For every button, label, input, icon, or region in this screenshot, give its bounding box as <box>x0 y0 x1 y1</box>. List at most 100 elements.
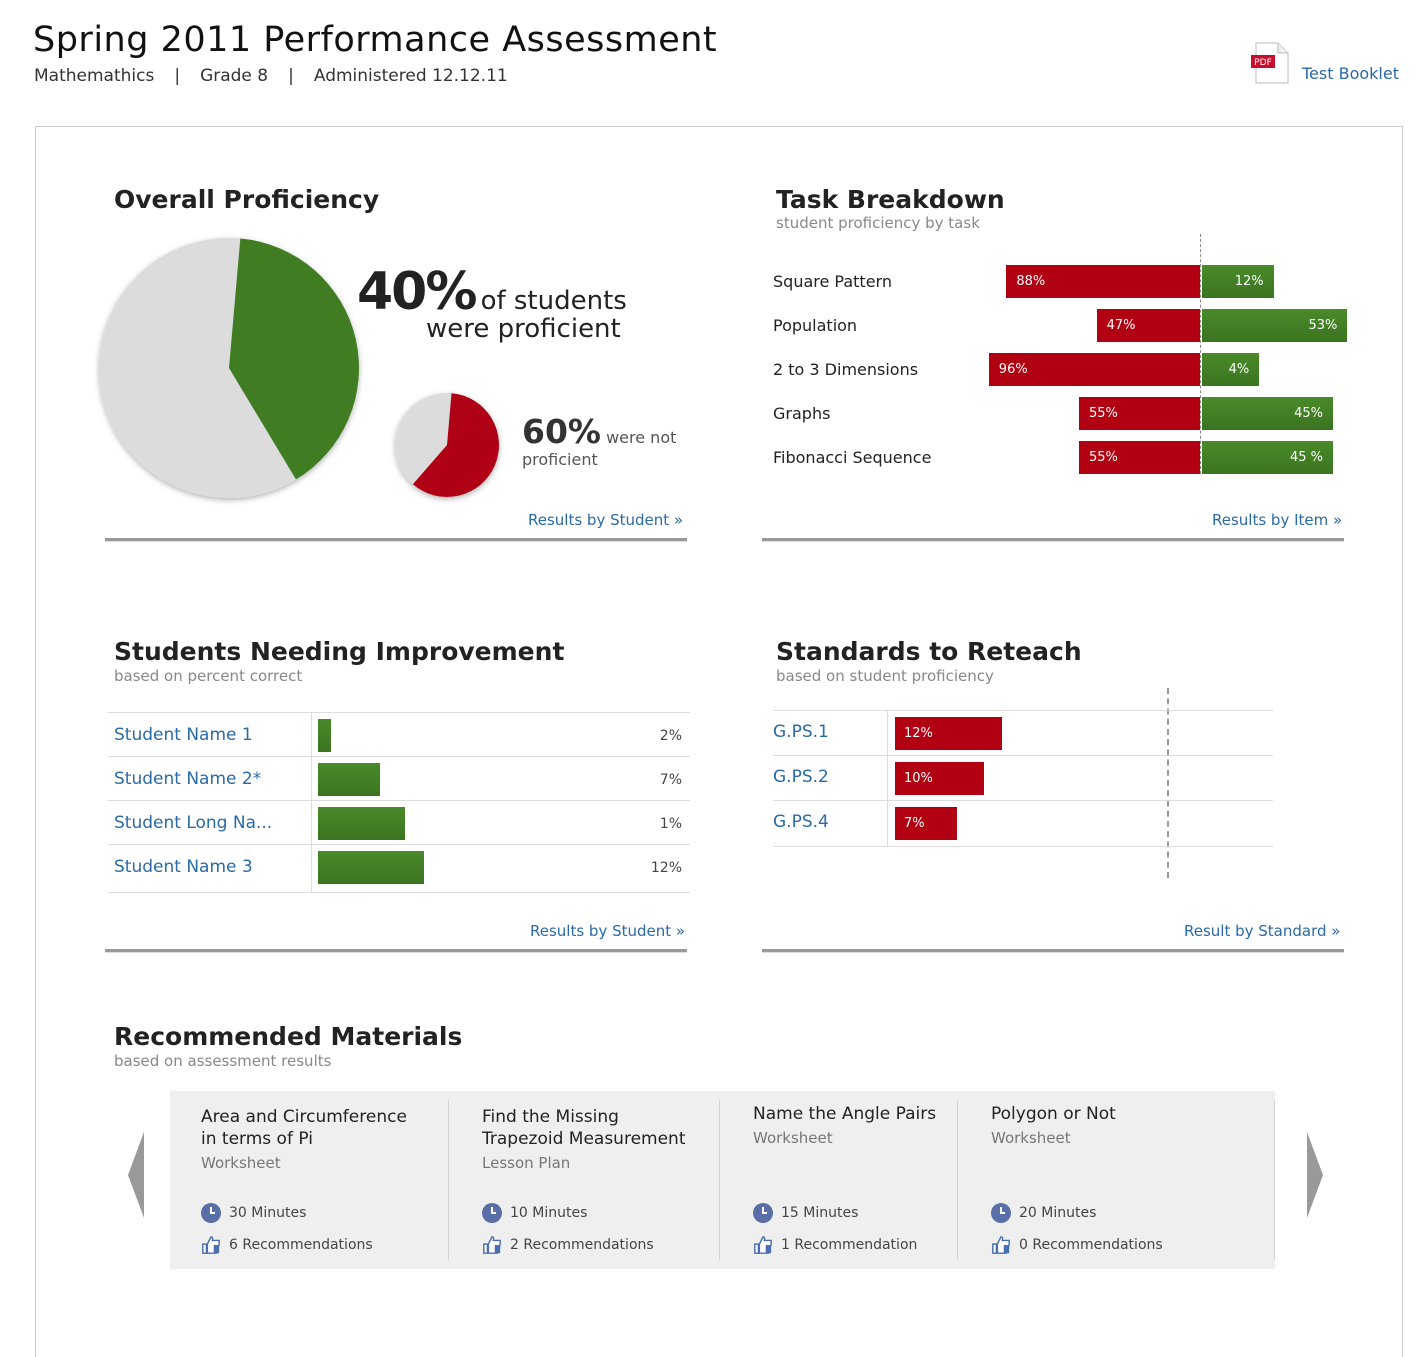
task-not-proficient-bar[interactable]: 88% <box>1006 265 1200 298</box>
thumbs-up-icon <box>754 1236 772 1254</box>
task-proficient-bar[interactable]: 12% <box>1202 265 1274 298</box>
divider <box>105 949 687 953</box>
standards-subtitle: based on student proficiency <box>776 667 994 685</box>
material-title[interactable]: Area and Circumference in terms of Pi <box>201 1107 407 1149</box>
row-divider <box>107 892 690 893</box>
material-title[interactable]: Name the Angle Pairs <box>753 1104 937 1124</box>
material-type: Worksheet <box>753 1129 833 1147</box>
subject: Mathemathics <box>34 66 155 86</box>
row-divider <box>773 710 1273 711</box>
material-type: Lesson Plan <box>482 1154 571 1172</box>
proficient-text-2: were proficient <box>426 314 621 344</box>
student-score-bar <box>318 851 425 884</box>
center-line <box>1200 234 1201 474</box>
task-proficient-bar[interactable]: 45 % <box>1202 441 1333 474</box>
thumbs-up-icon <box>483 1236 501 1254</box>
student-score-bar <box>318 763 380 796</box>
task-label: Fibonacci Sequence <box>773 448 932 467</box>
student-name-link[interactable]: Student Name 2* <box>114 769 262 789</box>
material-duration: 30 Minutes <box>201 1203 306 1223</box>
task-not-proficient-bar[interactable]: 55% <box>1079 441 1200 474</box>
material-duration: 15 Minutes <box>753 1203 858 1223</box>
material-type: Worksheet <box>201 1154 281 1172</box>
duration-text: 20 Minutes <box>1019 1205 1097 1221</box>
bar-label: 12% <box>1234 274 1264 289</box>
pdf-icon[interactable]: PDF <box>1250 42 1290 84</box>
task-not-proficient-bar[interactable]: 96% <box>988 353 1200 386</box>
divider <box>762 949 1344 953</box>
clock-icon <box>482 1203 502 1223</box>
svg-text:PDF: PDF <box>1254 58 1272 68</box>
divider <box>762 538 1344 542</box>
administered-date: Administered 12.12.11 <box>313 66 508 86</box>
task-label: Graphs <box>773 404 831 423</box>
standard-bar: 12% <box>895 717 1002 750</box>
student-score: 1% <box>659 816 682 832</box>
student-name-link[interactable]: Student Name 3 <box>114 857 253 877</box>
task-proficient-bar[interactable]: 4% <box>1202 353 1260 386</box>
bar-label: 45% <box>1294 406 1323 421</box>
bar-label: 45 % <box>1289 450 1323 465</box>
overall-proficiency-title: Overall Proficiency <box>114 185 380 214</box>
material-recommendations: 6 Recommendations <box>201 1235 373 1255</box>
materials-carousel <box>170 1091 1275 1269</box>
material-card[interactable]: Name the Angle Pairs Worksheet <box>753 1103 943 1263</box>
recommendations-text: 0 Recommendations <box>1019 1237 1163 1253</box>
divider <box>105 538 687 542</box>
results-by-item-link[interactable]: Results by Item » <box>1212 511 1343 529</box>
column-divider <box>311 712 312 892</box>
standard-link[interactable]: G.PS.1 <box>773 722 829 742</box>
row-divider <box>107 800 690 801</box>
material-card[interactable]: Area and Circumference in terms of Pi Wo… <box>201 1106 411 1266</box>
student-name-link[interactable]: Student Long Na... <box>114 813 273 833</box>
duration-text: 15 Minutes <box>781 1205 859 1221</box>
task-label: Square Pattern <box>773 272 892 291</box>
material-recommendations: 2 Recommendations <box>482 1235 654 1255</box>
material-title[interactable]: Polygon or Not <box>991 1104 1116 1124</box>
clock-icon <box>991 1203 1011 1223</box>
carousel-next-arrow-icon[interactable] <box>1305 1130 1325 1220</box>
bar-label: 55% <box>1089 406 1118 421</box>
task-proficient-bar[interactable]: 45% <box>1202 397 1333 430</box>
materials-title: Recommended Materials <box>114 1022 463 1051</box>
thumbs-up-icon <box>992 1236 1010 1254</box>
task-proficient-bar[interactable]: 53% <box>1202 309 1348 342</box>
material-recommendations: 0 Recommendations <box>991 1235 1163 1255</box>
student-score-bar <box>318 719 332 752</box>
material-card[interactable]: Find the Missing Trapezoid Measurement L… <box>482 1106 692 1266</box>
small-pie-not-proficient-slice <box>412 393 499 497</box>
material-title[interactable]: Find the Missing Trapezoid Measurement <box>482 1107 686 1149</box>
bar-label: 88% <box>1016 274 1046 289</box>
task-not-proficient-bar[interactable]: 47% <box>1096 309 1200 342</box>
not-proficient-stat: 60% were not <box>522 412 676 451</box>
material-type: Worksheet <box>991 1129 1071 1147</box>
material-recommendations: 1 Recommendation <box>753 1235 917 1255</box>
material-card[interactable]: Polygon or Not Worksheet <box>991 1103 1181 1263</box>
results-by-student-link[interactable]: Results by Student » <box>528 511 684 529</box>
test-booklet-link[interactable]: Test Booklet <box>1302 64 1399 83</box>
task-not-proficient-bar[interactable]: 55% <box>1079 397 1200 430</box>
not-proficient-percent: 60% <box>522 412 601 451</box>
material-duration: 20 Minutes <box>991 1203 1096 1223</box>
row-divider <box>773 800 1273 801</box>
proficient-text: of students <box>480 286 627 316</box>
carousel-prev-arrow-icon[interactable] <box>126 1130 146 1220</box>
student-score: 7% <box>659 772 682 788</box>
recommendations-text: 2 Recommendations <box>510 1237 654 1253</box>
result-by-standard-link[interactable]: Result by Standard » <box>1184 922 1341 940</box>
standard-link[interactable]: G.PS.4 <box>773 812 829 832</box>
standard-bar: 7% <box>895 807 958 840</box>
bar-label: 10% <box>904 771 933 786</box>
not-proficient-text: were not <box>606 428 677 447</box>
row-divider <box>107 712 690 713</box>
row-divider <box>107 756 690 757</box>
clock-icon <box>753 1203 773 1223</box>
bar-label: 96% <box>998 362 1028 377</box>
standard-link[interactable]: G.PS.2 <box>773 767 829 787</box>
task-label: Population <box>773 316 858 335</box>
proficiency-pies <box>99 238 499 498</box>
results-by-student-link-2[interactable]: Results by Student » <box>530 922 686 940</box>
recommendations-text: 1 Recommendation <box>781 1237 918 1253</box>
student-name-link[interactable]: Student Name 1 <box>114 725 253 745</box>
separator: | <box>174 66 181 86</box>
